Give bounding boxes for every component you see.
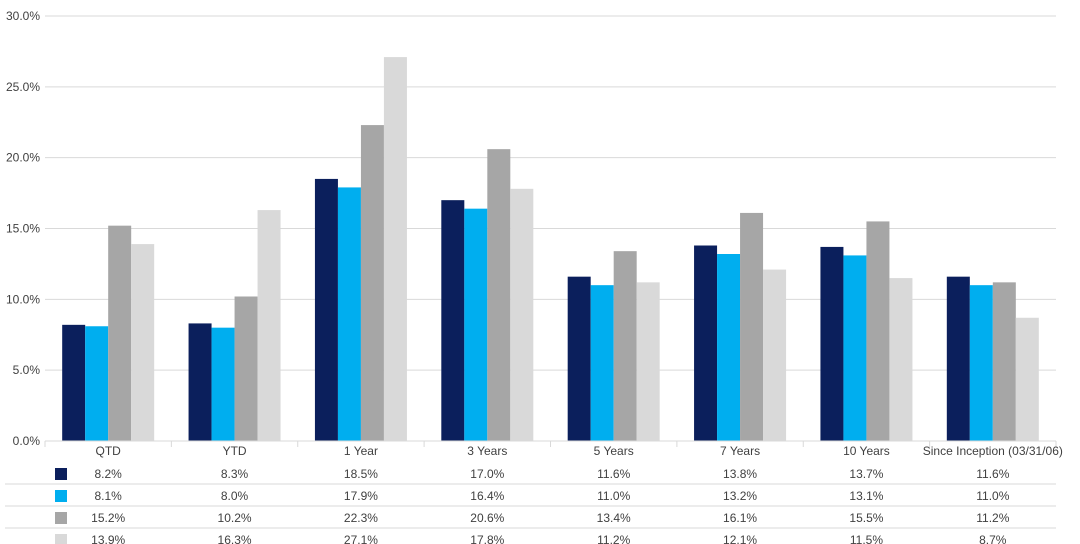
category-label: 7 Years [720,444,760,458]
bar [464,208,488,441]
bar [866,221,890,441]
bar [188,323,212,441]
data-label: 10.2% [218,511,252,525]
bar [383,57,407,441]
bar [337,187,361,441]
data-label: 13.1% [849,489,883,503]
legend-key [55,512,67,524]
bar [694,245,718,441]
data-label: 13.8% [723,467,757,481]
data-label: 8.7% [979,533,1007,544]
data-label: 11.6% [976,467,1009,481]
bar [108,225,132,441]
y-tick-label: 10.0% [6,292,40,306]
bar [85,326,109,441]
bar [487,149,511,441]
data-label: 8.3% [221,467,249,481]
data-label: 20.6% [470,511,504,525]
bar [992,282,1016,441]
data-label: 11.6% [597,467,630,481]
data-table: QTD YTD 1 Year 3 Years 5 Years 7 Years 10 Year… [5,440,1063,544]
data-label: 12.1% [723,533,757,544]
data-label: 13.9% [91,533,125,544]
category-label: 3 Years [467,444,507,458]
data-label: 16.1% [723,511,757,525]
legend-key [55,468,67,480]
data-label: 16.4% [470,489,504,503]
y-tick-label: 30.0% [6,9,40,23]
bar [590,285,614,441]
data-label: 15.2% [91,511,125,525]
bar [763,269,787,441]
y-tick-label: 15.0% [6,222,40,236]
data-label: 11.0% [976,489,1009,503]
category-label: Since Inception (03/31/06) [923,444,1063,458]
bar [636,282,660,441]
data-label: 11.2% [976,511,1009,525]
data-label: 13.4% [597,511,631,525]
y-tick-label: 0.0% [13,434,41,448]
y-axis-ticks: 0.0% 5.0% 10.0% 15.0% 20.0% 25.0% 30.0% [6,9,40,448]
data-label: 8.0% [221,489,249,503]
data-label: 13.7% [849,467,883,481]
category-label: 10 Years [843,444,890,458]
legend-key [55,534,67,544]
bar [360,125,384,441]
y-tick-label: 20.0% [6,151,40,165]
category-label: 1 Year [344,444,378,458]
bar [441,200,465,441]
bar [567,276,591,441]
bar [717,254,741,441]
bar [257,210,281,441]
category-label: 5 Years [594,444,634,458]
data-label: 17.9% [344,489,378,503]
data-label: 27.1% [344,533,378,544]
bar [969,285,993,441]
y-tick-label: 25.0% [6,80,40,94]
bar [62,324,86,441]
data-label: 11.5% [850,533,883,544]
data-label: 13.2% [723,489,757,503]
bar [946,276,970,441]
category-label: YTD [223,444,247,458]
bar [613,251,637,441]
bar [211,327,235,441]
data-label: 16.3% [218,533,252,544]
bar [740,212,764,441]
data-label: 15.5% [849,511,883,525]
bars [62,57,1039,441]
bar [889,278,913,441]
data-label: 17.0% [470,467,504,481]
data-label: 17.8% [470,533,504,544]
bar [1015,317,1039,441]
data-label: 22.3% [344,511,378,525]
data-label: 18.5% [344,467,378,481]
y-tick-label: 5.0% [13,363,41,377]
data-label: 11.2% [597,533,630,544]
bar [131,244,155,441]
data-label: 11.0% [597,489,630,503]
bar [510,188,534,441]
legend-key [55,490,67,502]
data-label: 8.1% [95,489,123,503]
data-label: 8.2% [95,467,123,481]
bar [314,178,338,441]
category-label: QTD [96,444,122,458]
bar [843,255,867,441]
bar [234,296,258,441]
bar [820,246,844,441]
